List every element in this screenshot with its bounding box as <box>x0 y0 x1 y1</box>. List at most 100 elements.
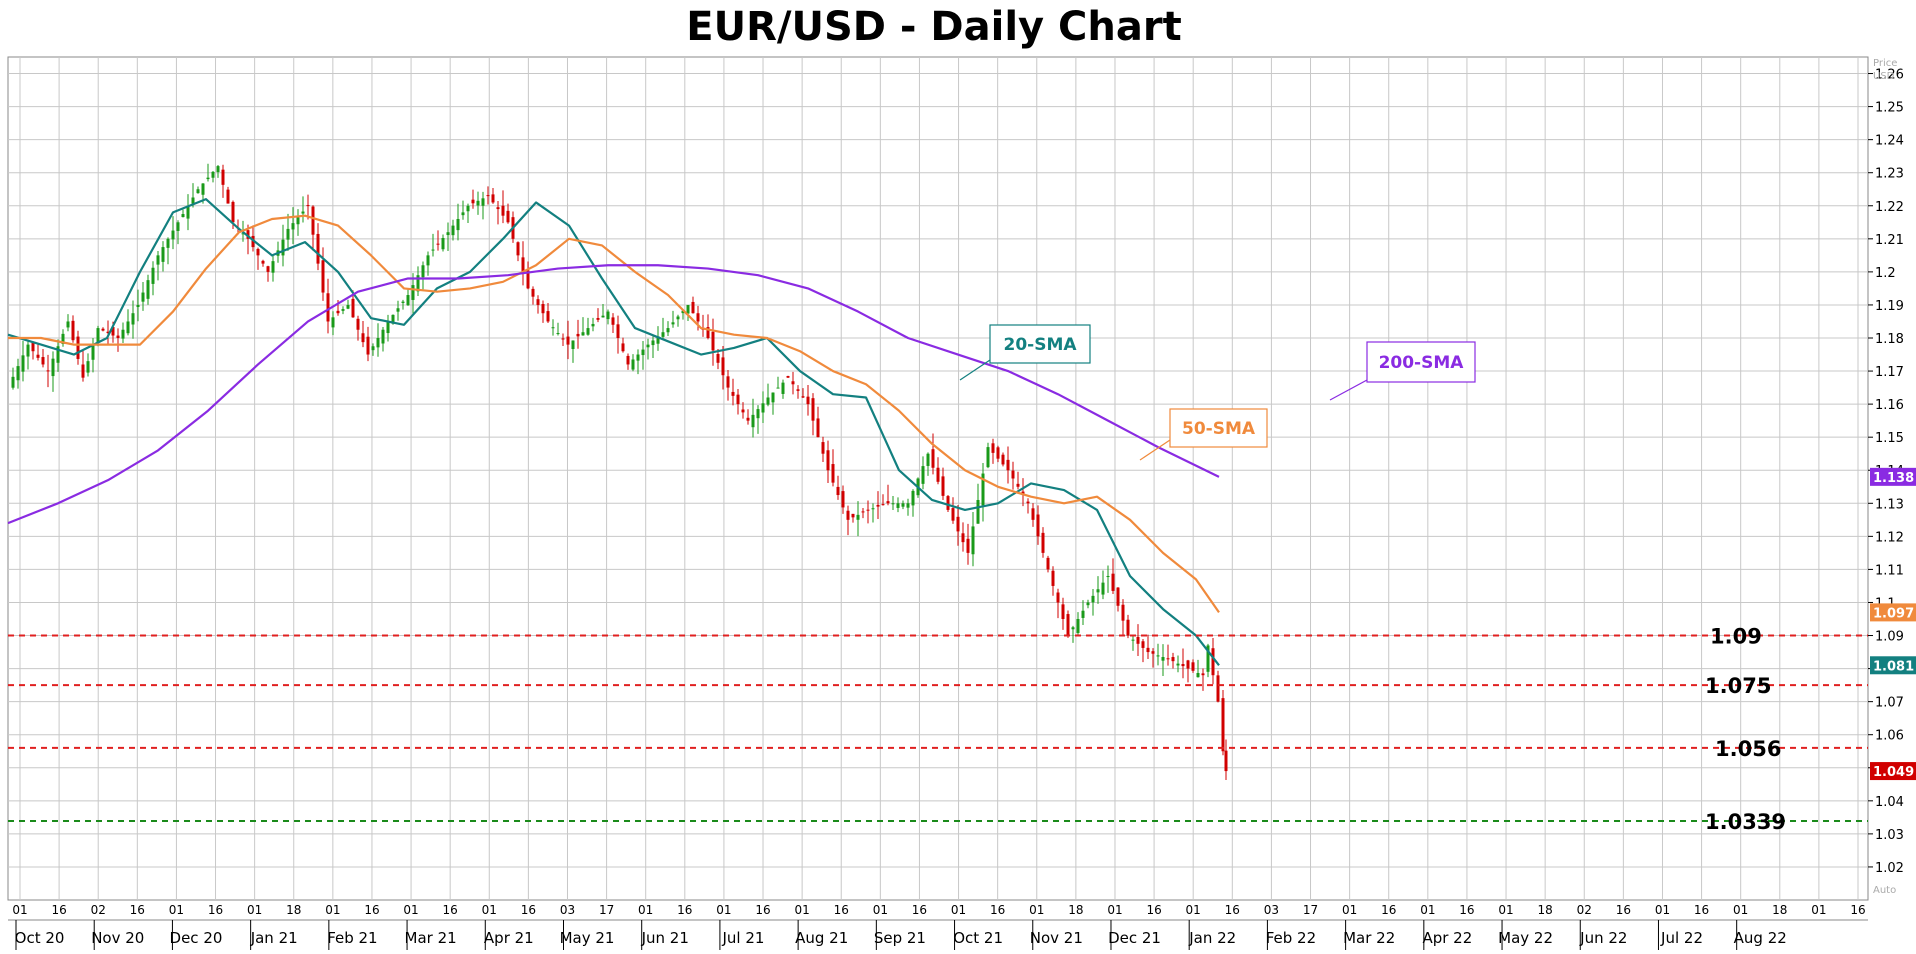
annotation-pointer <box>959 359 991 381</box>
candle-body <box>176 222 180 231</box>
sma200-annotation-label: 200-SMA <box>1379 353 1465 373</box>
candle-body <box>801 396 805 398</box>
candle-body <box>36 354 40 358</box>
candle-body <box>716 353 720 363</box>
candle-body <box>986 447 990 468</box>
x-day-tick-label: 02 <box>1577 903 1592 917</box>
candle-body <box>1111 573 1115 591</box>
candle-body <box>461 212 465 216</box>
last-value-label: 1.049 <box>1873 765 1914 780</box>
x-day-tick-label: 01 <box>1811 903 1826 917</box>
candle-body <box>421 265 425 278</box>
candle-body <box>981 473 985 506</box>
x-month-label: Jan 22 <box>1188 929 1236 947</box>
candle-body <box>601 315 605 318</box>
x-day-tick-label: 16 <box>1616 903 1631 917</box>
candle-body <box>1211 648 1215 676</box>
candle-body <box>101 328 105 331</box>
level-label: 1.0339 <box>1705 810 1786 834</box>
candle-body <box>1171 657 1175 662</box>
x-day-tick-label: 16 <box>990 903 1005 917</box>
candle-body <box>366 336 370 355</box>
candle-body <box>1086 602 1090 606</box>
x-month-label: Dec 21 <box>1108 929 1161 947</box>
candle-body <box>361 333 365 343</box>
candle-body <box>846 510 850 520</box>
candle-body <box>896 503 900 508</box>
candle-body <box>731 391 735 396</box>
candle-body <box>501 205 505 216</box>
candle-body <box>131 313 135 325</box>
y-tick-label: 1.02 <box>1875 861 1904 876</box>
candle-body <box>631 359 635 370</box>
x-day-tick-label: 01 <box>794 903 809 917</box>
x-day-tick-label: 01 <box>1029 903 1044 917</box>
candle-body <box>696 313 700 322</box>
candle-body <box>466 205 470 212</box>
candle-body <box>76 336 80 359</box>
y-tick-label: 1.03 <box>1875 828 1904 843</box>
candle-body <box>681 310 685 314</box>
x-month-label: May 21 <box>560 929 615 947</box>
candle-body <box>651 340 655 346</box>
candle-body <box>396 308 400 312</box>
candle-body <box>1121 604 1125 621</box>
y-tick-label: 1.09 <box>1875 630 1904 645</box>
x-month-label: Jul 22 <box>1660 929 1703 947</box>
candle-body <box>1076 619 1080 633</box>
candle-body <box>1071 627 1075 630</box>
candle-body <box>766 397 770 405</box>
candle-body <box>401 301 405 303</box>
y-tick-label: 1.22 <box>1875 200 1904 215</box>
x-month-label: May 22 <box>1498 929 1553 947</box>
x-day-tick-label: 16 <box>834 903 849 917</box>
candle-body <box>441 237 445 250</box>
x-day-tick-label: 16 <box>1694 903 1709 917</box>
candle-body <box>1151 651 1155 654</box>
x-month-label: Jun 21 <box>641 929 689 947</box>
candle-body <box>966 538 970 553</box>
candle-body <box>146 280 150 299</box>
candle-body <box>241 233 245 235</box>
candle-body <box>721 357 725 376</box>
candle-body <box>666 328 670 333</box>
candle-body <box>416 275 420 292</box>
candle-body <box>901 503 905 507</box>
candle-body <box>116 335 120 338</box>
x-day-tick-label: 03 <box>560 903 575 917</box>
candle-body <box>596 318 600 320</box>
candle-body <box>136 304 140 308</box>
level-label: 1.075 <box>1705 674 1771 698</box>
y-tick-label: 1.15 <box>1875 431 1904 446</box>
candle-body <box>1206 645 1210 672</box>
x-day-tick-label: 01 <box>403 903 418 917</box>
x-day-tick-label: 16 <box>208 903 223 917</box>
x-day-tick-label: 01 <box>1107 903 1122 917</box>
candle-body <box>941 476 945 496</box>
candle-body <box>471 199 475 204</box>
last-value-badge <box>1870 656 1916 675</box>
last-value-badge <box>1870 762 1916 781</box>
y-tick-label: 1.2 <box>1875 266 1896 281</box>
candle-body <box>561 338 565 340</box>
y-tick-label: 1.19 <box>1875 299 1904 314</box>
candle-body <box>931 449 935 468</box>
candle-body <box>576 333 580 337</box>
candle-body <box>426 255 430 266</box>
x-day-tick-label: 01 <box>1733 903 1748 917</box>
x-day-tick-label: 18 <box>1068 903 1083 917</box>
candle-body <box>81 364 85 378</box>
x-month-label: Feb 21 <box>327 929 377 947</box>
candle-body <box>1131 639 1135 641</box>
candle-body <box>226 189 230 204</box>
candle-body <box>1016 483 1020 487</box>
candle-body <box>1201 673 1205 676</box>
x-month-label: Apr 22 <box>1422 929 1472 947</box>
candle-body <box>1026 501 1030 504</box>
candle-body <box>141 292 145 302</box>
candle-body <box>96 328 100 343</box>
candle-body <box>161 247 165 262</box>
candle-body <box>741 409 745 413</box>
candle-body <box>1181 664 1185 667</box>
sma20-line <box>7 198 1220 666</box>
